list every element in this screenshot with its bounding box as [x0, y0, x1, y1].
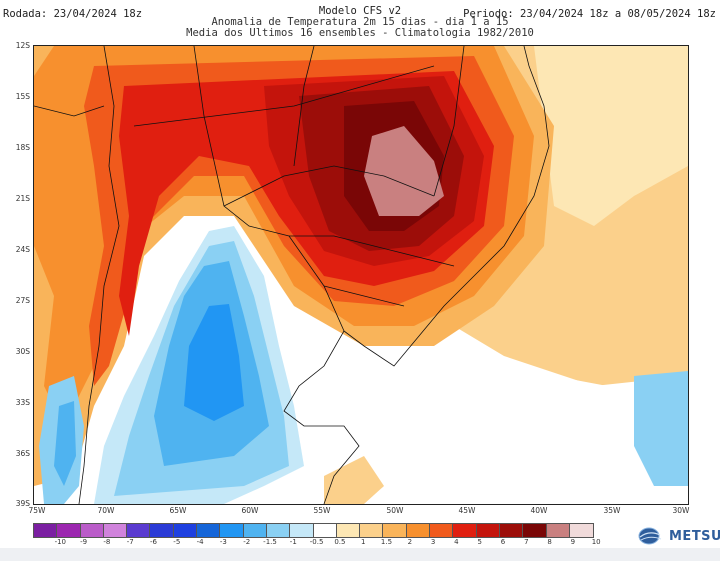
colorbar-swatch: [430, 524, 454, 537]
colorbar-swatch: [220, 524, 244, 537]
lat-tick: 39S: [15, 499, 30, 508]
colorbar-swatch: [360, 524, 384, 537]
lat-tick: 12S: [15, 41, 30, 50]
colorbar-swatch: [336, 524, 361, 537]
lat-tick: 27S: [15, 296, 30, 305]
colorbar-label: 10: [591, 538, 601, 546]
map-subtitle-2: Media dos Ultimos 16 ensembles - Climato…: [186, 27, 534, 39]
colorbar-label: -10: [54, 538, 67, 546]
colorbar-label: 0.5: [334, 538, 346, 546]
colorbar-swatch: [266, 524, 291, 537]
footer-bar: [0, 548, 720, 561]
colorbar-label: -1: [289, 538, 297, 546]
colorbar-swatch: [453, 524, 477, 537]
colorbar-label: 6: [500, 538, 506, 546]
lat-tick: 21S: [15, 194, 30, 203]
lon-tick: 55W: [313, 506, 331, 515]
metsul-logo: METSUL: [636, 526, 720, 546]
colorbar-label: 9: [570, 538, 576, 546]
colorbar-label: -6: [150, 538, 157, 546]
colorbar-label: -9: [80, 538, 88, 546]
colorbar-swatch: [80, 524, 104, 537]
colorbar-swatch: [173, 524, 198, 537]
colorbar-swatch: [127, 524, 151, 537]
colorbar-swatch: [34, 524, 58, 537]
colorbar-swatch: [406, 524, 431, 537]
model-title: Modelo CFS v2: [318, 5, 402, 17]
colorbar-label: 2: [407, 538, 413, 546]
period-label: Periodo: 23/04/2024 18z a 08/05/2024 18z: [463, 8, 716, 20]
colorbar-swatch: [383, 524, 407, 537]
colorbar-label: -2: [243, 538, 251, 546]
lat-tick: 18S: [15, 143, 30, 152]
colorbar: [33, 523, 595, 538]
colorbar-label: 5: [477, 538, 482, 546]
colorbar-label: 7: [524, 538, 529, 546]
map-subtitle: Anomalia de Temperatura 2m 15 dias - dia…: [211, 16, 509, 28]
colorbar-swatch: [197, 524, 221, 537]
run-date-label: Rodada: 23/04/2024 18z: [3, 8, 143, 20]
lon-tick: 65W: [169, 506, 187, 515]
colorbar-swatch: [150, 524, 174, 537]
colorbar-label: -3: [219, 538, 227, 546]
anomaly-map: [33, 45, 689, 505]
lat-tick: 24S: [15, 245, 30, 254]
lon-tick: 45W: [458, 506, 476, 515]
colorbar-label: -8: [103, 538, 111, 546]
colorbar-swatch: [499, 524, 524, 537]
lon-tick: 50W: [386, 506, 404, 515]
lon-tick: 60W: [241, 506, 259, 515]
colorbar-label: -0.5: [309, 538, 324, 546]
colorbar-label: 4: [454, 538, 459, 546]
lon-tick: 40W: [530, 506, 548, 515]
colorbar-swatch: [523, 524, 547, 537]
colorbar-swatch: [290, 524, 314, 537]
lat-tick: 15S: [15, 92, 30, 101]
lon-tick: 30W: [672, 506, 690, 515]
colorbar-label: -5: [173, 538, 181, 546]
colorbar-swatch: [103, 524, 128, 537]
colorbar-swatch: [476, 524, 500, 537]
lon-tick: 75W: [28, 506, 46, 515]
colorbar-label: -1.5: [263, 538, 277, 546]
lon-tick: 35W: [603, 506, 621, 515]
globe-icon: [638, 527, 662, 545]
lon-tick: 70W: [97, 506, 115, 515]
colorbar-label: 1: [360, 538, 366, 546]
colorbar-swatch: [57, 524, 81, 537]
colorbar-label: 8: [547, 538, 552, 546]
logo-text: METSUL: [669, 528, 720, 544]
lat-tick: 30S: [15, 347, 30, 356]
lat-tick: 36S: [15, 449, 30, 458]
anomaly-map-svg: [34, 46, 688, 504]
colorbar-label: -7: [126, 538, 134, 546]
colorbar-swatch: [569, 524, 594, 537]
colorbar-label: 1.5: [380, 538, 393, 546]
colorbar-label: 3: [430, 538, 436, 546]
colorbar-swatch: [243, 524, 267, 537]
lat-tick: 33S: [15, 398, 30, 407]
colorbar-label: -4: [196, 538, 204, 546]
colorbar-swatch: [313, 524, 337, 537]
colorbar-swatch: [546, 524, 570, 537]
